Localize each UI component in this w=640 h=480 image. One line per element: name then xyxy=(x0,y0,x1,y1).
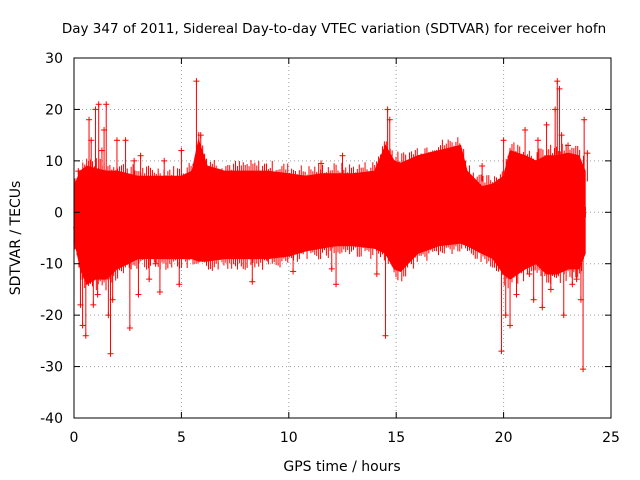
data-point xyxy=(584,150,591,157)
data-point xyxy=(197,132,204,139)
data-point xyxy=(522,127,529,133)
data-point xyxy=(547,286,554,293)
data-point xyxy=(88,137,95,144)
data-point xyxy=(176,281,183,288)
x-tick-label: 5 xyxy=(177,430,186,446)
data-point xyxy=(161,157,168,164)
data-point xyxy=(135,291,142,298)
y-tick-label: -20 xyxy=(40,308,63,324)
data-point xyxy=(560,312,567,319)
data-point xyxy=(526,271,533,277)
data-point xyxy=(126,325,133,331)
data-point xyxy=(500,137,507,144)
y-tick-label: 20 xyxy=(45,102,63,118)
data-point xyxy=(339,152,346,159)
data-point xyxy=(386,116,393,123)
y-tick-label: 10 xyxy=(45,154,63,170)
data-point xyxy=(131,157,138,164)
data-point xyxy=(382,332,389,339)
data-point xyxy=(90,301,97,308)
chart-title: Day 347 of 2011, Sidereal Day-to-day VTE… xyxy=(62,21,606,37)
data-point xyxy=(122,137,129,144)
data-point xyxy=(498,348,505,355)
data-point xyxy=(95,101,102,108)
data-point xyxy=(539,304,546,311)
data-point xyxy=(113,137,120,144)
data-point xyxy=(373,271,380,277)
data-point xyxy=(556,85,563,92)
x-tick-label: 0 xyxy=(70,430,79,446)
data-point xyxy=(543,121,550,128)
data-point xyxy=(109,296,116,303)
data-point xyxy=(569,281,576,288)
data-point xyxy=(82,332,89,339)
data-point xyxy=(193,78,200,85)
data-point xyxy=(156,289,163,295)
data-point xyxy=(290,268,297,275)
data-point xyxy=(384,106,391,113)
y-tick-label: 0 xyxy=(54,205,63,221)
data-point xyxy=(554,78,561,85)
y-tick-label: -40 xyxy=(40,411,63,427)
data-point xyxy=(565,142,572,149)
data-point xyxy=(103,101,110,108)
x-axis-label: GPS time / hours xyxy=(283,459,400,475)
data-point xyxy=(178,147,185,154)
y-tick-label: -10 xyxy=(40,257,63,273)
data-point xyxy=(479,163,486,169)
data-point xyxy=(94,291,101,298)
y-tick-label: -30 xyxy=(40,360,63,376)
data-point xyxy=(507,322,514,329)
x-tick-label: 20 xyxy=(495,430,513,446)
y-axis-label: SDTVAR / TECUs xyxy=(8,181,24,296)
x-tick-label: 15 xyxy=(387,430,405,446)
data-point xyxy=(328,265,335,272)
data-point xyxy=(137,152,144,159)
axis-ticks: 0 5 10 15 20 25 -40 -30 -20 -10 0 10 20 30 xyxy=(40,51,620,446)
data-point xyxy=(182,255,189,262)
data-point xyxy=(580,366,587,373)
data-point xyxy=(92,106,99,113)
plot-frame xyxy=(73,57,612,419)
x-tick-label: 10 xyxy=(280,430,298,446)
data-point xyxy=(502,312,509,319)
data-point xyxy=(573,276,580,283)
data-point xyxy=(146,276,153,283)
data-point xyxy=(581,116,588,123)
data-series xyxy=(73,78,591,373)
data-point xyxy=(264,255,271,262)
data-point xyxy=(86,116,93,123)
data-point xyxy=(534,137,541,144)
y-tick-label: 30 xyxy=(45,51,63,67)
x-tick-label: 25 xyxy=(602,430,620,446)
data-point xyxy=(75,168,82,175)
data-point xyxy=(118,250,125,257)
data-point xyxy=(107,350,114,357)
data-point xyxy=(318,160,325,167)
data-point xyxy=(333,281,340,288)
data-point xyxy=(530,296,537,303)
data-point xyxy=(558,132,565,139)
data-point xyxy=(199,255,206,262)
data-point xyxy=(79,322,86,329)
data-point xyxy=(513,291,520,298)
data-point xyxy=(249,278,256,285)
data-point xyxy=(152,260,159,267)
